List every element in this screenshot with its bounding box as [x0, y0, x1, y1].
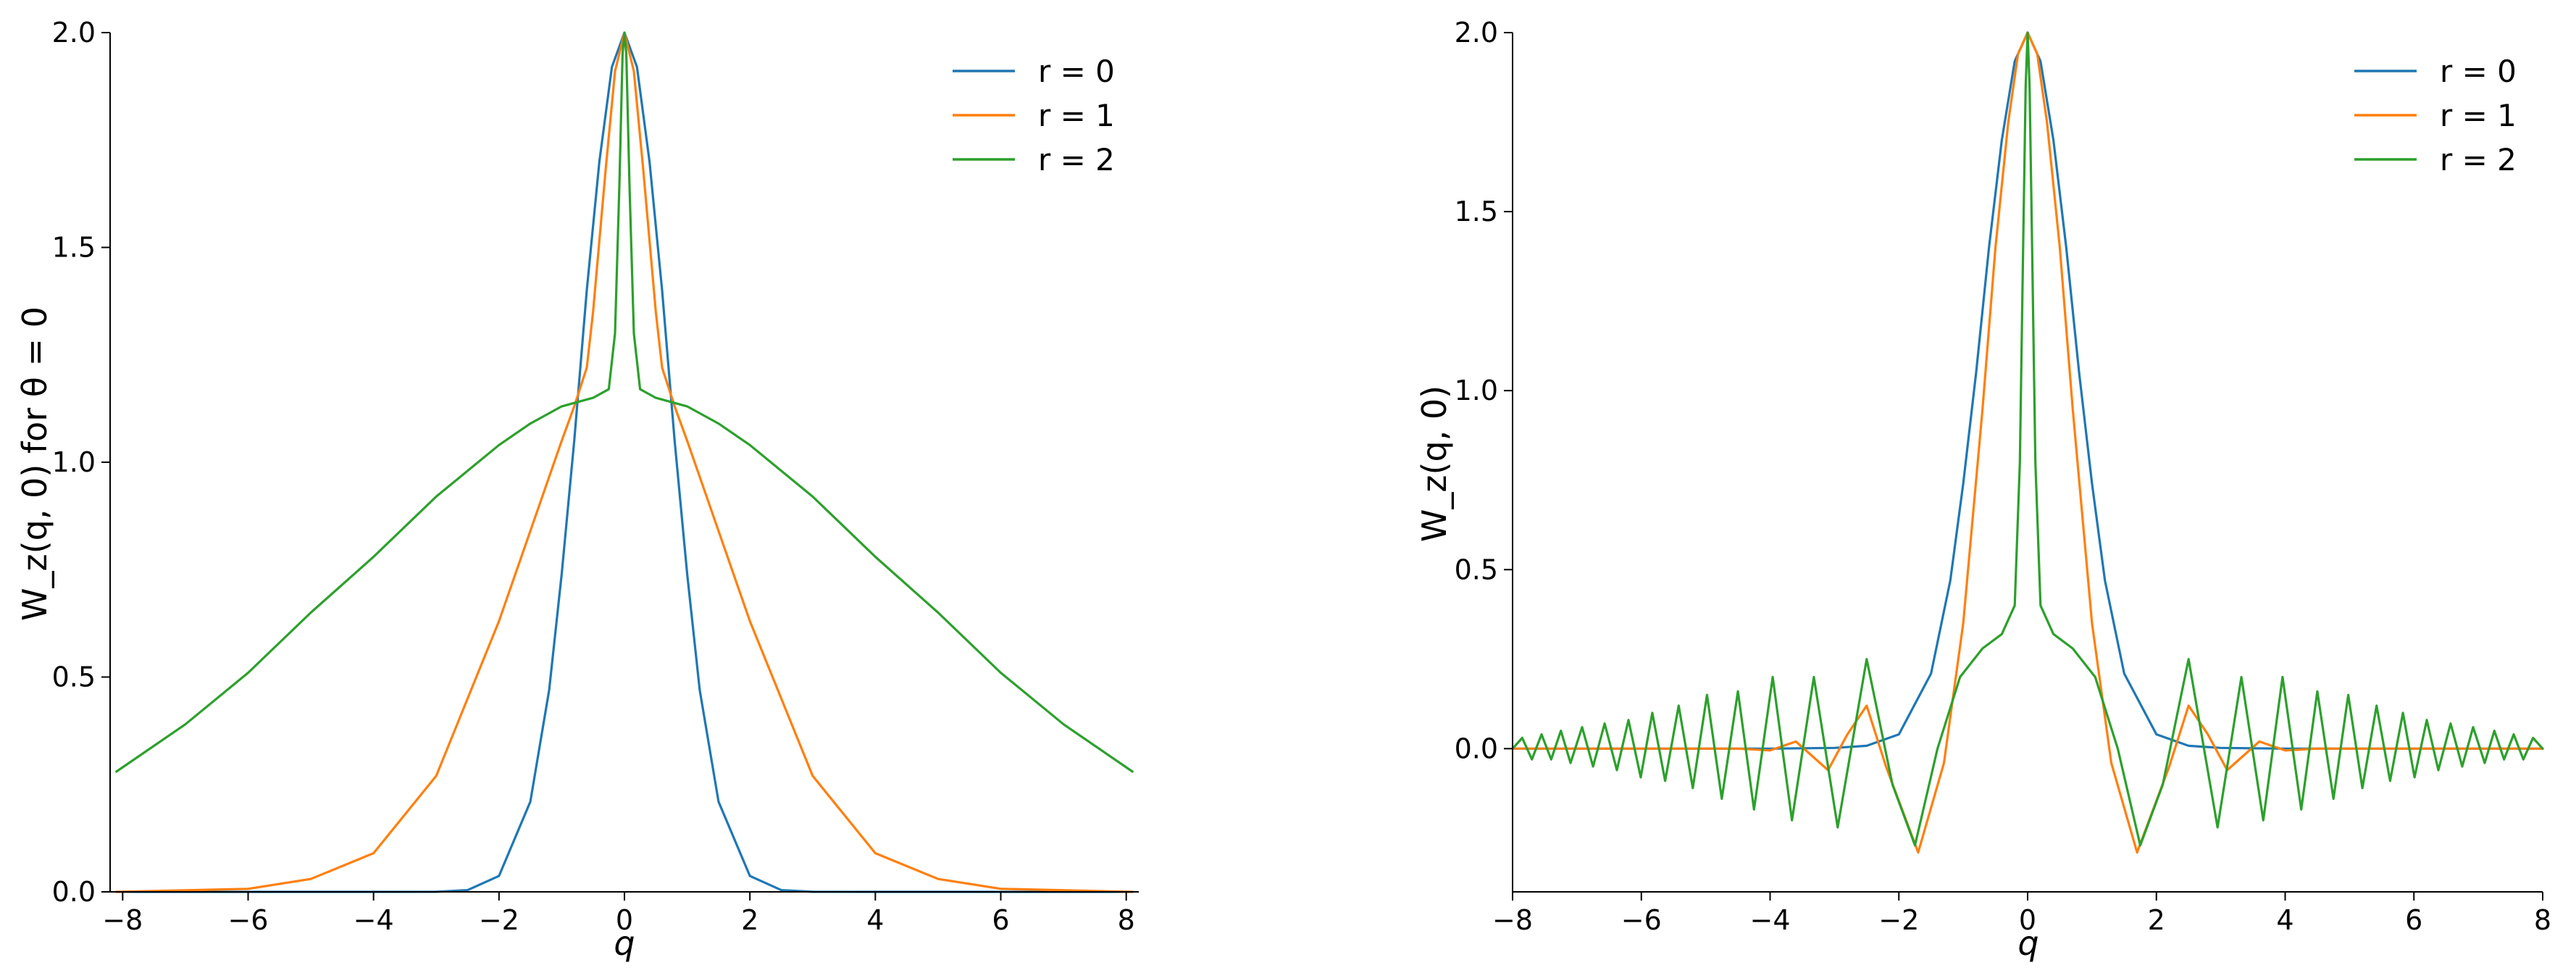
right-legend-label-r0: r = 0 — [2440, 54, 2517, 89]
right-legend-label-r2: r = 2 — [2440, 142, 2517, 178]
right-x-tick-label: −8 — [1492, 904, 1533, 936]
left-x-tick-label: 2 — [741, 904, 758, 936]
left-x-tick-label: −4 — [354, 904, 394, 936]
right-y-tick-label: 2.0 — [1455, 17, 1498, 49]
right-chart: W_z(q, 0) q −8 −6 −4 −2 0 2 4 6 8 0.0 0.5 1.0 1.5 2.0… — [1415, 17, 2551, 963]
right-ylabel-text: W_z(q, 0) — [1415, 385, 1454, 542]
right-series-line-r1 — [1511, 31, 2544, 854]
right-y-tick-label: 1.0 — [1455, 375, 1498, 406]
right-y-tick-label: 1.5 — [1455, 196, 1498, 227]
left-chart-ylabel: W_z(q, 0) for θ = 0 — [15, 306, 54, 621]
right-legend-label-r1: r = 1 — [2440, 98, 2517, 133]
right-x-tick-label: 8 — [2534, 904, 2551, 936]
right-x-tick-label: −4 — [1749, 904, 1790, 936]
left-y-tick-label: 1.5 — [52, 232, 96, 264]
right-x-tick-label: −2 — [1878, 904, 1919, 936]
right-x-tick-label: 0 — [2019, 904, 2036, 936]
right-x-tick-label: 4 — [2276, 904, 2293, 936]
right-x-tick-label: 2 — [2148, 904, 2165, 936]
right-x-tick-label: −6 — [1621, 904, 1662, 936]
left-x-tick-label: 8 — [1118, 904, 1135, 936]
right-chart-ylabel: W_z(q, 0) — [1415, 385, 1454, 542]
right-x-tick-label: 6 — [2405, 904, 2422, 936]
left-legend-label-r2: r = 2 — [1038, 142, 1115, 178]
left-legend-label-r1: r = 1 — [1038, 98, 1115, 133]
left-x-tick-label: −8 — [102, 904, 143, 936]
left-x-tick-label: −2 — [479, 904, 519, 936]
left-x-tick-label: 0 — [616, 904, 633, 936]
left-series-line-r2 — [115, 31, 1134, 773]
left-x-tick-label: 6 — [992, 904, 1009, 936]
left-y-tick-label: 0.0 — [52, 876, 96, 908]
right-series-line-r0 — [1511, 31, 2544, 750]
left-series-line-r1 — [115, 31, 1134, 893]
left-chart: W_z(q, 0) for θ = 0 q −8 −6 −4 −2 0 2 4 6 8 0.0 0.… — [15, 17, 1139, 963]
left-ylabel-text: W_z(q, 0) for θ = 0 — [15, 306, 54, 621]
left-y-tick-label: 2.0 — [52, 17, 96, 49]
left-y-tick-label: 1.0 — [52, 446, 96, 478]
left-x-tick-label: 4 — [866, 904, 884, 936]
left-chart-xlabel: q — [614, 924, 635, 963]
right-y-tick-label: 0.0 — [1455, 732, 1498, 764]
right-series-line-r2 — [1511, 31, 2544, 847]
left-y-tick-label: 0.5 — [52, 661, 96, 693]
left-legend-label-r0: r = 0 — [1038, 54, 1115, 89]
right-y-tick-label: 0.5 — [1455, 554, 1498, 585]
left-x-tick-label: −6 — [227, 904, 268, 936]
right-chart-xlabel: q — [2017, 924, 2038, 963]
left-series-line-r0 — [115, 31, 1134, 893]
